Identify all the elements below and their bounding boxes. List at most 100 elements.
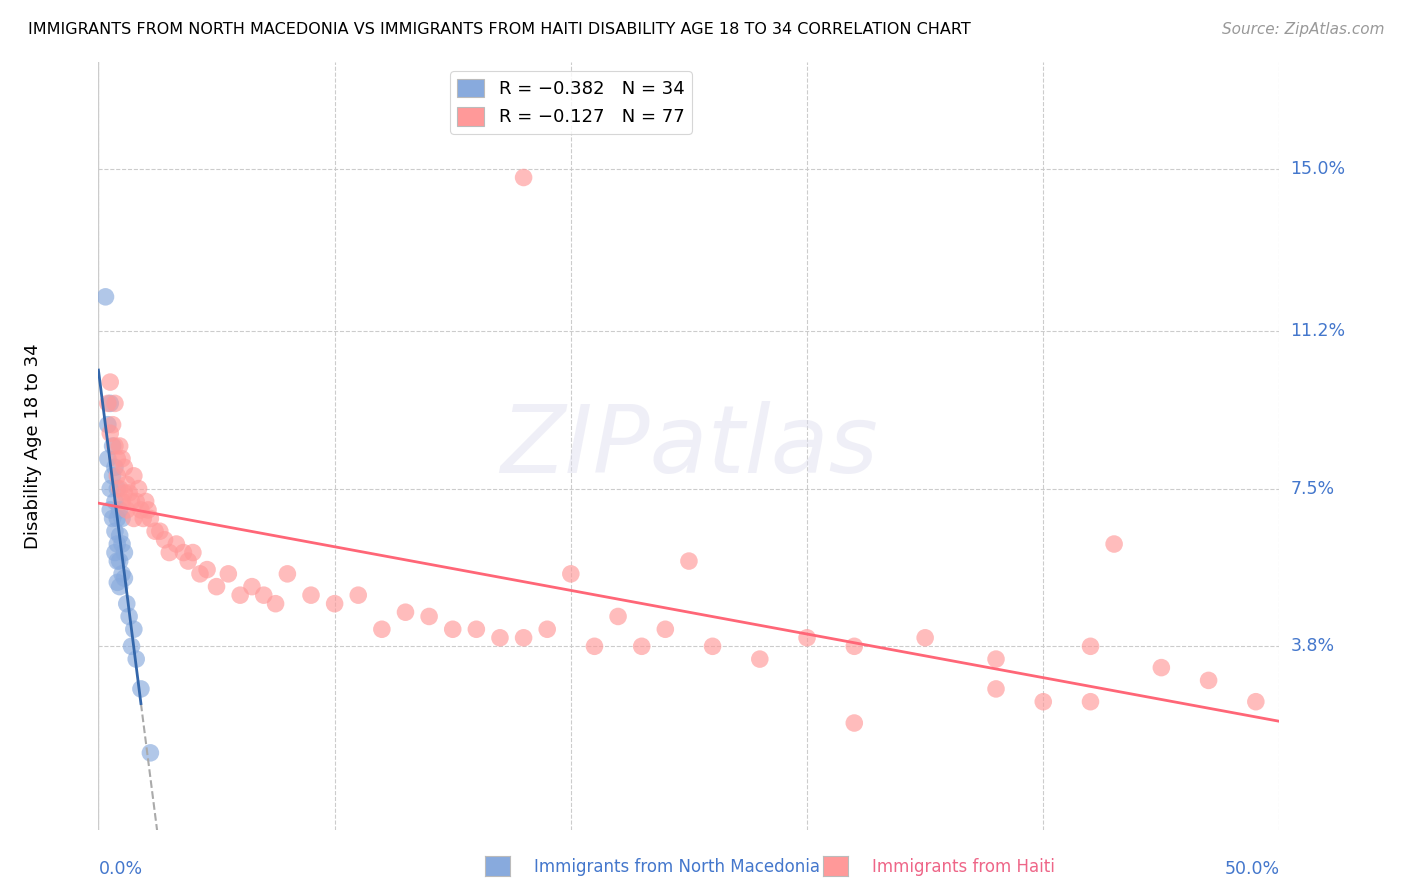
Point <box>149 524 172 539</box>
Point <box>122 622 145 636</box>
Point <box>101 511 124 525</box>
Text: 15.0%: 15.0% <box>1291 160 1346 178</box>
Point <box>121 640 143 654</box>
Point <box>441 622 464 636</box>
Point <box>654 622 676 636</box>
Text: IMMIGRANTS FROM NORTH MACEDONIA VS IMMIGRANTS FROM HAITI DISABILITY AGE 18 TO 34: IMMIGRANTS FROM NORTH MACEDONIA VS IMMIG… <box>28 22 972 37</box>
Point <box>702 640 724 654</box>
Point <box>97 396 120 410</box>
Point <box>1032 695 1054 709</box>
Point <box>104 460 127 475</box>
Point <box>104 494 127 508</box>
Point <box>347 588 370 602</box>
Point <box>118 609 141 624</box>
Point <box>394 605 416 619</box>
Legend: R = −0.382   N = 34, R = −0.127   N = 77: R = −0.382 N = 34, R = −0.127 N = 77 <box>450 71 692 134</box>
Point <box>111 451 134 466</box>
Point <box>678 554 700 568</box>
Point <box>229 588 252 602</box>
Point <box>115 477 138 491</box>
Point <box>98 426 121 441</box>
Point <box>108 482 131 496</box>
Point <box>188 566 211 581</box>
Point <box>630 640 652 654</box>
Point <box>98 375 121 389</box>
Point <box>104 439 127 453</box>
Text: 11.2%: 11.2% <box>1291 322 1346 340</box>
Point <box>108 554 131 568</box>
Point <box>536 622 558 636</box>
Point <box>112 545 135 559</box>
Point <box>118 486 141 500</box>
Point <box>489 631 512 645</box>
Point <box>98 503 121 517</box>
Point <box>105 482 128 496</box>
Point <box>108 580 131 594</box>
Point <box>122 511 145 525</box>
Point <box>108 503 131 517</box>
Point <box>94 290 117 304</box>
Point <box>217 566 239 581</box>
Point <box>98 396 121 410</box>
Point <box>157 545 180 559</box>
Point <box>115 503 138 517</box>
Point <box>97 451 120 466</box>
Point <box>607 609 630 624</box>
Point <box>128 482 150 496</box>
Point <box>418 609 440 624</box>
Point <box>560 566 582 581</box>
Point <box>512 170 534 185</box>
Point <box>153 533 176 547</box>
Text: Immigrants from North Macedonia: Immigrants from North Macedonia <box>534 858 820 876</box>
Text: Disability Age 18 to 34: Disability Age 18 to 34 <box>24 343 42 549</box>
Point <box>1198 673 1220 688</box>
Point <box>264 597 287 611</box>
Text: Immigrants from Haiti: Immigrants from Haiti <box>872 858 1054 876</box>
Point <box>844 640 866 654</box>
Point <box>132 511 155 525</box>
Point <box>748 652 770 666</box>
Point <box>984 652 1007 666</box>
Point <box>105 575 128 590</box>
Point <box>98 482 121 496</box>
Point <box>172 545 194 559</box>
Point <box>465 622 488 636</box>
Point <box>105 537 128 551</box>
Point <box>253 588 276 602</box>
Point <box>111 494 134 508</box>
Point <box>136 503 159 517</box>
Text: 0.0%: 0.0% <box>98 860 142 878</box>
Point <box>105 451 128 466</box>
Point <box>844 716 866 731</box>
Point <box>583 640 606 654</box>
Point <box>512 631 534 645</box>
Point <box>108 439 131 453</box>
Point <box>323 597 346 611</box>
Point <box>111 537 134 551</box>
Point <box>195 563 218 577</box>
Point <box>121 494 143 508</box>
Point <box>104 524 127 539</box>
Point <box>125 494 148 508</box>
Point <box>371 622 394 636</box>
Point <box>1102 537 1125 551</box>
Point <box>104 545 127 559</box>
Text: 50.0%: 50.0% <box>1225 860 1279 878</box>
Point <box>299 588 322 602</box>
Point <box>205 580 228 594</box>
Point <box>101 468 124 483</box>
Point <box>125 652 148 666</box>
Point <box>276 566 298 581</box>
Point <box>1080 695 1102 709</box>
Point <box>122 468 145 483</box>
Point <box>112 460 135 475</box>
Point <box>984 681 1007 696</box>
Point <box>104 396 127 410</box>
Point <box>101 439 124 453</box>
Point <box>165 537 187 551</box>
Point <box>112 571 135 585</box>
Text: 3.8%: 3.8% <box>1291 637 1334 656</box>
Point <box>105 554 128 568</box>
Point <box>108 528 131 542</box>
Point <box>97 417 120 432</box>
